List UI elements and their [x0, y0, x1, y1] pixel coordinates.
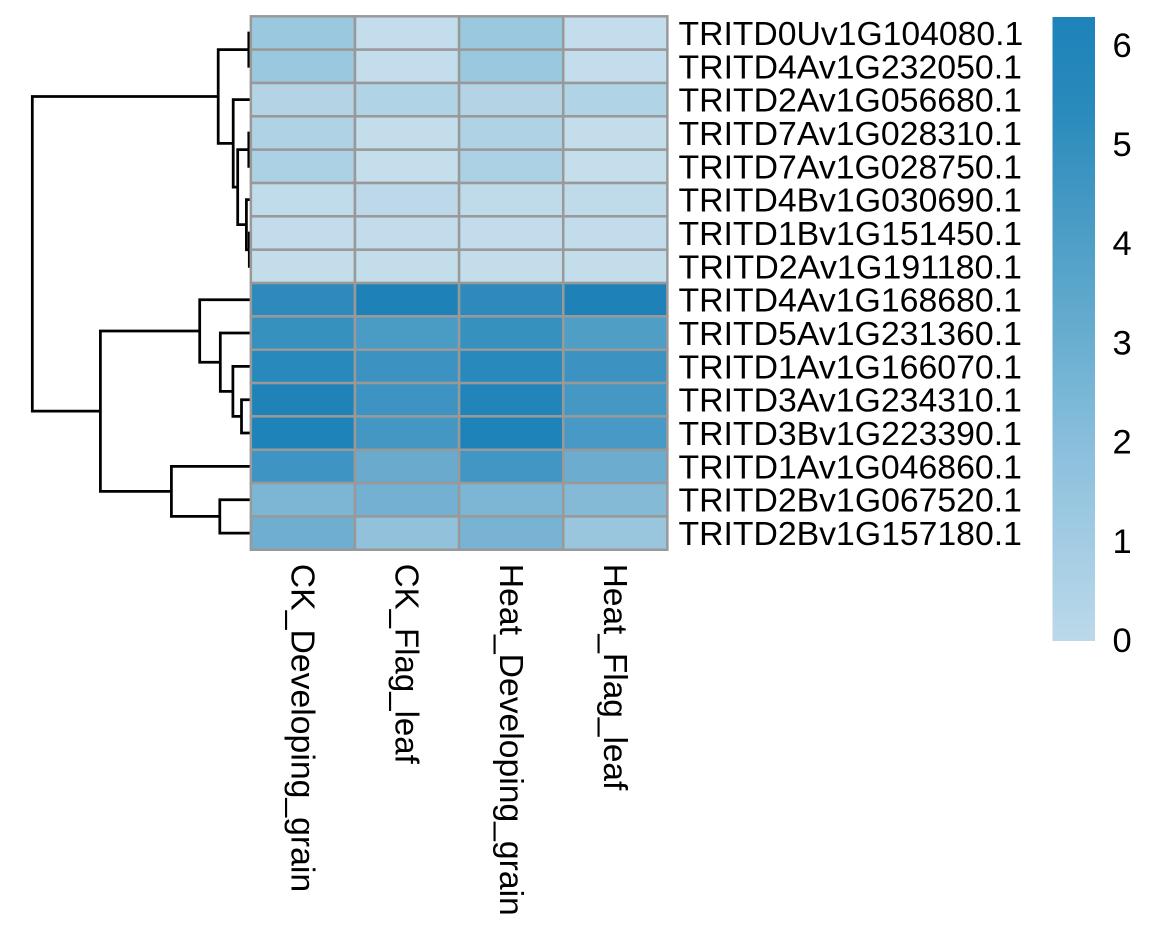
- svg-text:TRITD7Av1G028310.1: TRITD7Av1G028310.1: [679, 116, 1022, 153]
- svg-text:TRITD1Bv1G151450.1: TRITD1Bv1G151450.1: [679, 216, 1022, 253]
- svg-text:6: 6: [1113, 27, 1132, 65]
- svg-text:Heat_Developing_grain: Heat_Developing_grain: [492, 564, 529, 916]
- svg-text:TRITD2Bv1G067520.1: TRITD2Bv1G067520.1: [679, 483, 1022, 520]
- svg-text:CK_Flag_leaf: CK_Flag_leaf: [388, 564, 425, 765]
- svg-text:TRITD4Av1G168680.1: TRITD4Av1G168680.1: [679, 283, 1022, 320]
- svg-text:TRITD2Av1G191180.1: TRITD2Av1G191180.1: [679, 249, 1022, 286]
- svg-text:TRITD3Bv1G223390.1: TRITD3Bv1G223390.1: [679, 416, 1022, 453]
- svg-text:1: 1: [1113, 523, 1132, 561]
- svg-text:TRITD7Av1G028750.1: TRITD7Av1G028750.1: [679, 149, 1022, 186]
- svg-text:TRITD5Av1G231360.1: TRITD5Av1G231360.1: [679, 316, 1022, 353]
- svg-text:0: 0: [1113, 622, 1132, 660]
- svg-text:TRITD1Av1G166070.1: TRITD1Av1G166070.1: [679, 349, 1022, 386]
- svg-text:TRITD1Av1G046860.1: TRITD1Av1G046860.1: [679, 449, 1022, 486]
- svg-text:TRITD2Av1G056680.1: TRITD2Av1G056680.1: [679, 83, 1022, 120]
- svg-text:4: 4: [1113, 225, 1132, 263]
- svg-text:3: 3: [1113, 324, 1132, 362]
- svg-text:2: 2: [1113, 424, 1132, 462]
- svg-text:TRITD3Av1G234310.1: TRITD3Av1G234310.1: [679, 383, 1022, 420]
- svg-text:Heat_Flag_leaf: Heat_Flag_leaf: [596, 564, 633, 791]
- svg-text:TRITD0Uv1G104080.1: TRITD0Uv1G104080.1: [679, 16, 1024, 53]
- svg-text:CK_Developing_grain: CK_Developing_grain: [284, 564, 321, 892]
- svg-text:TRITD4Av1G232050.1: TRITD4Av1G232050.1: [679, 49, 1022, 86]
- svg-text:TRITD2Bv1G157180.1: TRITD2Bv1G157180.1: [679, 516, 1022, 553]
- svg-text:5: 5: [1113, 126, 1132, 164]
- svg-text:TRITD4Bv1G030690.1: TRITD4Bv1G030690.1: [679, 183, 1022, 220]
